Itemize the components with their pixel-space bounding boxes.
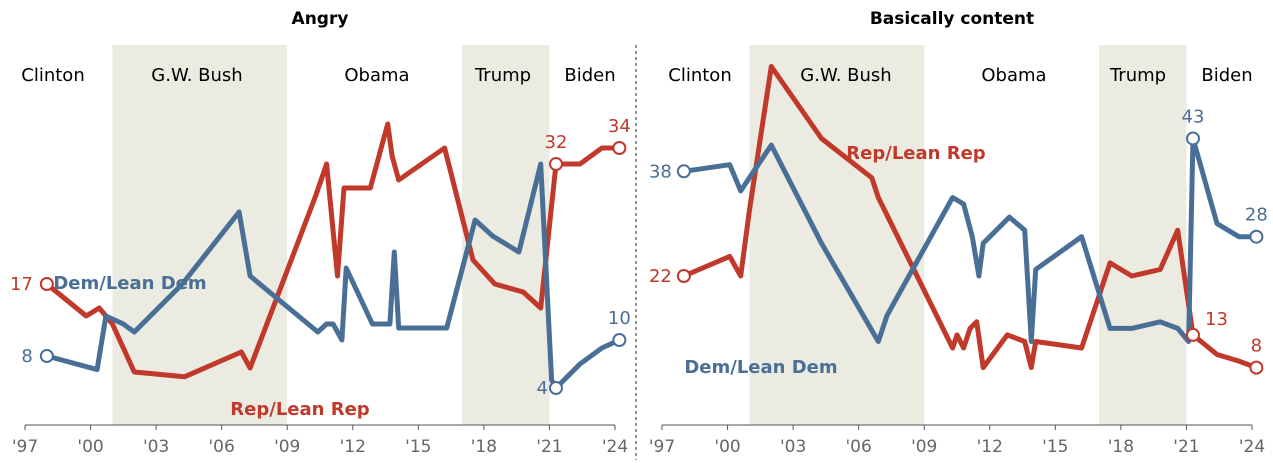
data-value-label: 32 [545,132,568,153]
president-label: Clinton [21,65,84,86]
data-value-label: 34 [608,116,631,137]
x-tick-label: '06 [846,437,872,457]
x-tick-label: '18 [1108,437,1134,457]
series-line-dem [681,136,1259,344]
chart-title: Basically content [870,9,1034,29]
data-point-marker [39,277,54,291]
shaded-term [462,45,550,425]
data-point-marker [676,164,691,179]
data-point-marker [549,157,563,171]
data-value-label: 17 [10,274,33,295]
data-point-marker [39,349,54,363]
president-label: Trump [474,65,531,86]
x-tick-label: '97 [649,437,675,457]
shaded-term [1099,45,1187,425]
president-label: Obama [344,65,409,86]
series-label-rep: Rep/Lean Rep [230,399,370,420]
x-tick-label: '00 [77,437,103,457]
x-tick-label: '00 [714,437,740,457]
x-tick-label: '06 [209,437,235,457]
data-value-label: 10 [608,308,631,329]
series-label-dem: Dem/Lean Dem [53,273,206,294]
x-tick-label: '97 [12,437,38,457]
series-line-rep [681,64,1259,371]
data-value-label: 4 [537,378,548,399]
data-value-label: 22 [649,266,672,287]
data-point-marker [612,333,627,347]
president-label: Trump [1109,65,1166,86]
president-label: Biden [564,65,615,86]
series-line-rep [44,121,622,380]
series-line-dem [44,161,622,391]
x-tick-label: '24 [602,437,628,457]
president-label: Biden [1201,65,1252,86]
x-tick-label: '21 [536,437,562,457]
x-tick-label: '09 [274,437,300,457]
data-point-marker [1186,131,1200,146]
x-tick-label: '24 [1239,437,1265,457]
chart-title: Angry [292,9,349,29]
data-value-label: 28 [1245,205,1268,226]
x-tick-label: '03 [143,437,169,457]
x-tick-label: '18 [471,437,497,457]
x-tick-label: '21 [1173,437,1199,457]
shaded-term [112,45,288,425]
x-tick-label: '15 [405,437,431,457]
series-label-dem: Dem/Lean Dem [684,357,837,378]
data-point-marker [549,381,563,395]
data-value-label: 38 [649,161,672,182]
x-tick-label: '15 [1042,437,1068,457]
president-label: G.W. Bush [800,65,891,86]
chart-panel-2: Basically content Clinton G.W. Bush Obama Tr… [649,9,1268,457]
president-label: G.W. Bush [151,65,242,86]
data-point-marker [676,269,691,283]
data-value-label: 13 [1205,309,1228,330]
data-point-marker [1249,360,1264,375]
data-point-marker [1249,229,1264,244]
president-label: Obama [981,65,1046,86]
x-tick-label: '09 [911,437,937,457]
data-value-label: 43 [1182,107,1205,128]
data-point-marker [612,141,627,155]
data-value-label: 8 [21,346,32,367]
president-label: Clinton [668,65,731,86]
x-tick-label: '12 [340,437,366,457]
series-label-rep: Rep/Lean Rep [846,143,986,164]
data-value-label: 8 [1251,336,1262,357]
data-point-marker [1186,327,1200,342]
x-tick-label: '03 [780,437,806,457]
chart-panel-1: Angry Clinton G.W. Bush Obama Trump Biden '97 '… [10,9,631,457]
x-tick-label: '12 [977,437,1003,457]
